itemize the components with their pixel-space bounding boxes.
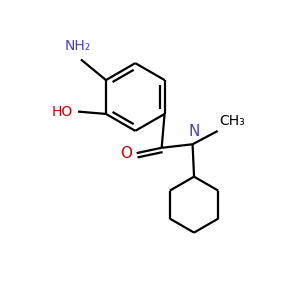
- Text: NH₂: NH₂: [64, 39, 91, 53]
- Text: N: N: [188, 124, 200, 139]
- Text: CH₃: CH₃: [219, 114, 245, 128]
- Text: O: O: [120, 146, 132, 160]
- Text: HO: HO: [51, 105, 73, 118]
